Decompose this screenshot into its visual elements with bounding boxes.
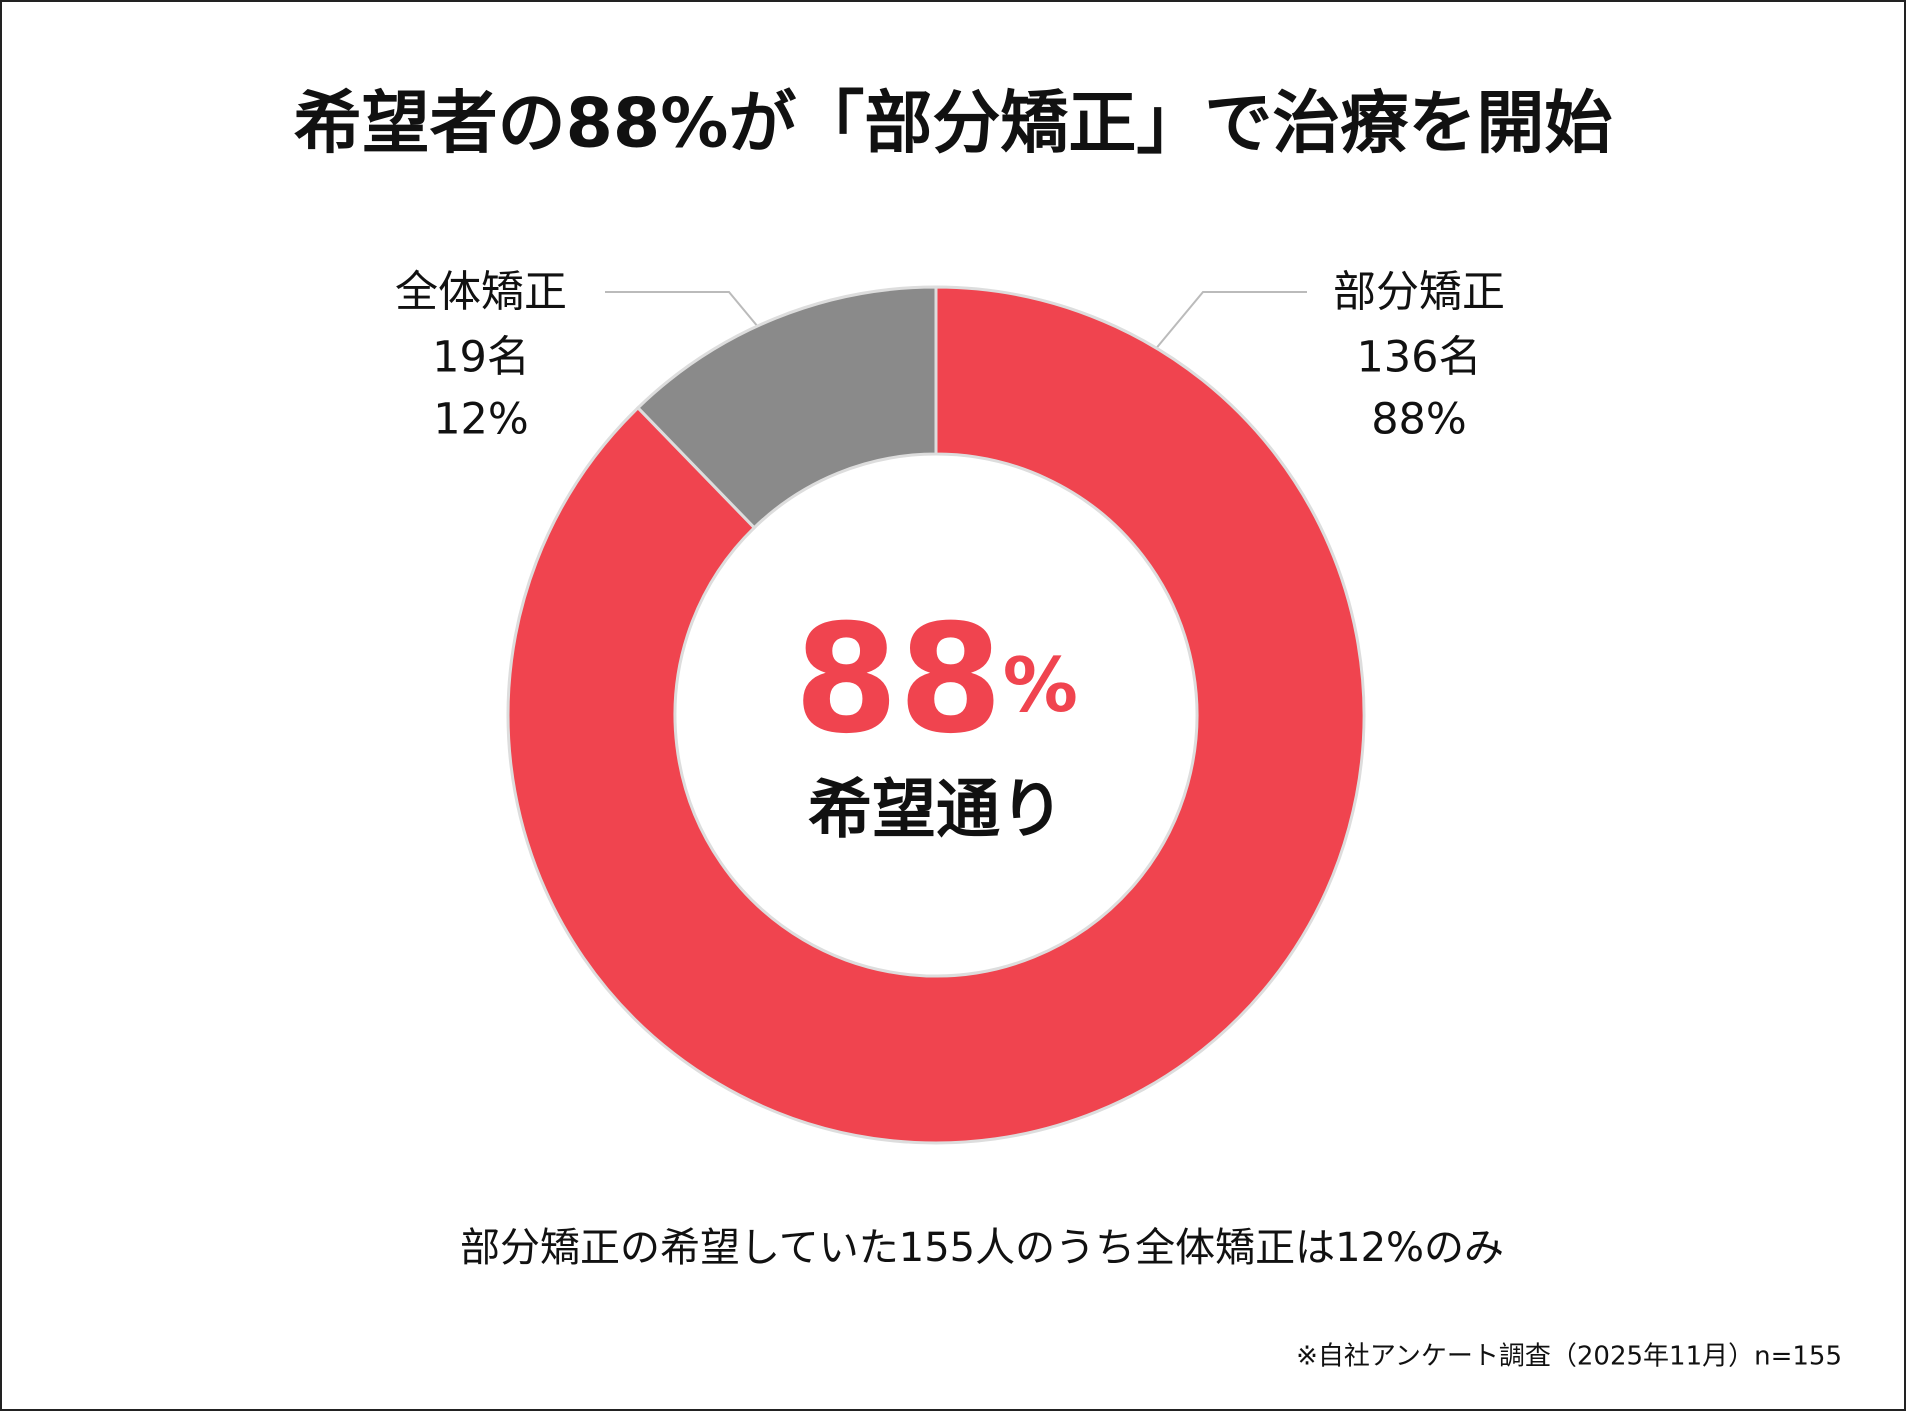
center-number: 88 <box>794 593 1003 767</box>
donut-slice <box>635 285 938 530</box>
center-caption: 希望通り <box>808 774 1064 848</box>
center-unit: % <box>1003 641 1078 729</box>
center-value: 88% <box>794 593 1078 767</box>
chart-title: 希望者の88%が「部分矯正」で治療を開始 <box>294 85 1613 164</box>
subtitle: 部分矯正の希望していた155人のうち全体矯正は12%のみ <box>460 1225 1504 1271</box>
slice-percent-label: 12% <box>433 395 529 445</box>
slice-label: 全体矯正 <box>395 268 567 318</box>
slice-value-label: 136名 <box>1356 333 1481 383</box>
slice-value-label: 19名 <box>432 333 530 383</box>
note: ※自社アンケート調査（2025年11月）n=155 <box>1296 1342 1842 1372</box>
donut-slice <box>506 285 1366 1145</box>
slice-label: 部分矯正 <box>1333 268 1505 318</box>
slice-percent-label: 88% <box>1371 395 1467 445</box>
